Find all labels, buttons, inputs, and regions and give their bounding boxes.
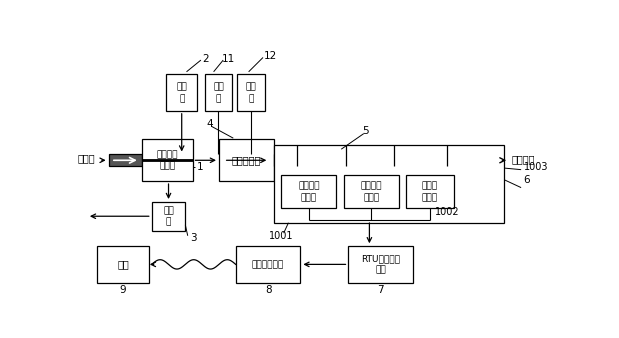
Bar [274, 154, 500, 166]
Bar [97, 246, 149, 283]
Text: 压缩
机: 压缩 机 [163, 206, 174, 227]
Bar [166, 74, 197, 111]
Bar [204, 74, 232, 111]
Text: 5: 5 [362, 126, 368, 136]
Text: 11: 11 [222, 54, 235, 64]
Bar [219, 140, 274, 181]
Text: 压力
表: 压力 表 [213, 82, 224, 103]
Text: 2: 2 [202, 54, 209, 64]
Bar [236, 246, 300, 283]
Text: 污油
池: 污油 池 [176, 82, 187, 103]
Bar [142, 140, 193, 181]
Bar [406, 175, 454, 209]
Text: 4: 4 [206, 119, 212, 129]
Text: 12: 12 [264, 51, 277, 61]
Text: 截止
阀: 截止 阀 [246, 82, 256, 103]
Text: 硫化氢
传感器: 硫化氢 传感器 [422, 181, 438, 202]
Bar [237, 74, 265, 111]
Text: 1003: 1003 [524, 162, 548, 171]
Text: 排入大气: 排入大气 [511, 154, 535, 164]
Bar [281, 175, 337, 209]
Text: 无线传输模块: 无线传输模块 [252, 260, 284, 269]
Text: RTU数据采集
模块: RTU数据采集 模块 [361, 254, 400, 275]
Text: 3: 3 [190, 233, 197, 243]
Bar [108, 154, 142, 166]
Bar [344, 175, 399, 209]
Text: 二氧化碳
传感器: 二氧化碳 传感器 [298, 181, 319, 202]
Text: 干燥过滤器: 干燥过滤器 [232, 155, 261, 165]
Text: 终端: 终端 [117, 259, 129, 269]
Bar [277, 158, 497, 163]
Text: 6: 6 [524, 175, 530, 185]
Bar [152, 202, 185, 231]
Text: 7: 7 [378, 285, 384, 295]
Text: 1001: 1001 [269, 231, 294, 241]
Text: 8: 8 [265, 285, 271, 295]
Text: 一氧化碳
传感器: 一氧化碳 传感器 [360, 181, 382, 202]
Text: 1002: 1002 [435, 207, 459, 217]
Text: 1: 1 [197, 162, 204, 171]
Text: 套管气: 套管气 [77, 153, 95, 163]
Text: 油气分离
液化器: 油气分离 液化器 [157, 150, 178, 171]
Text: 9: 9 [119, 285, 126, 295]
Bar [274, 145, 504, 223]
Bar [348, 246, 413, 283]
